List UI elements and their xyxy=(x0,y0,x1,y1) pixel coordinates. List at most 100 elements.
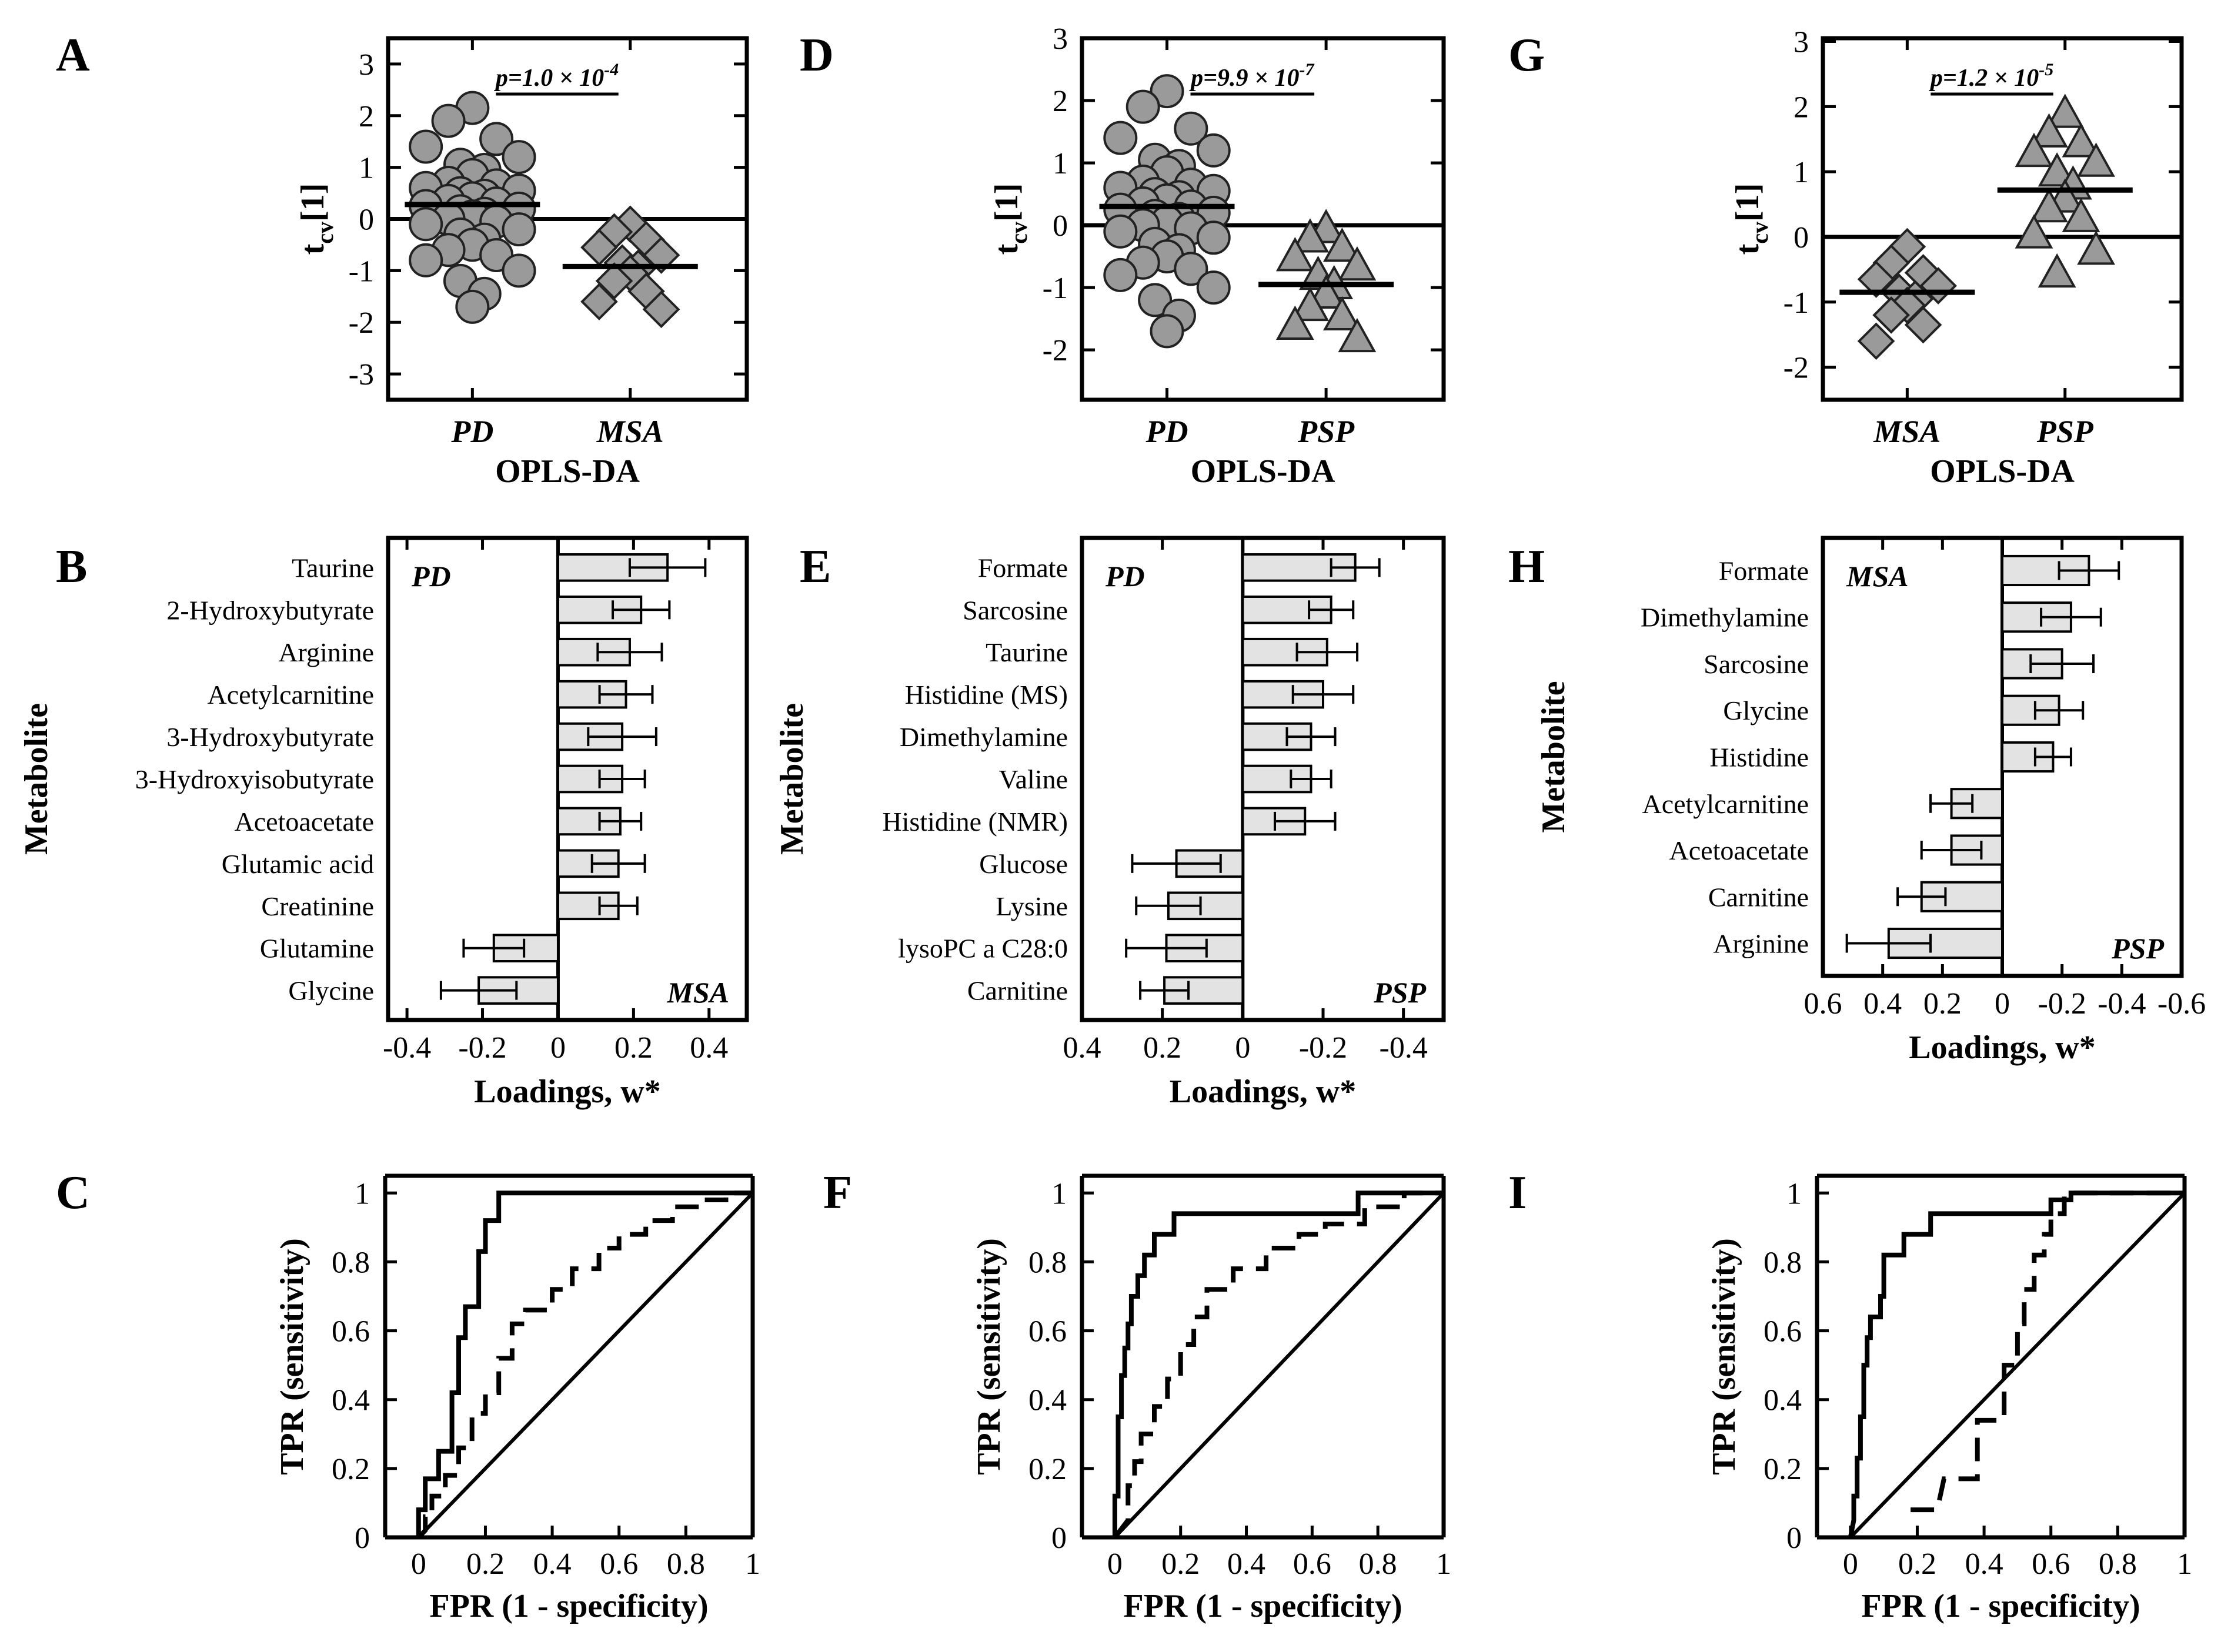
data-point-diamond xyxy=(1857,260,1895,298)
roc-curve-solid xyxy=(1112,1190,1444,1537)
data-point-diamond xyxy=(580,283,618,320)
y-tick-label: 0.8 xyxy=(1764,1246,1802,1279)
p-value: p=1.0 × 10-4 xyxy=(494,60,619,92)
y-tick-label: 0.8 xyxy=(332,1246,370,1279)
data-point-circle xyxy=(502,212,536,247)
y-title-main: t xyxy=(1729,243,1766,255)
data-point-circle xyxy=(1138,283,1173,317)
x-axis-title: FPR (1 - specificity) xyxy=(429,1588,708,1624)
panel-letter-g: G xyxy=(1508,29,1545,81)
metabolite-label: Glycine xyxy=(1723,695,1809,725)
x-tick-label: 0.6 xyxy=(1804,987,1842,1021)
y-axis-title: Metabolite xyxy=(1535,681,1572,832)
panel-letter-a: A xyxy=(56,29,90,81)
data-point-triangle xyxy=(1275,237,1314,272)
data-point-circle xyxy=(409,129,443,164)
data-point-circle xyxy=(1196,220,1231,255)
data-point-diamond xyxy=(1857,322,1895,360)
data-point-triangle xyxy=(2062,123,2100,158)
metabolite-label: Sarcosine xyxy=(963,595,1068,625)
scatter-panel-a: -3 -2 -1 0 1 2 3 PD MSA OPLS-DA tcv[1] p=1.0 × 10-4 xyxy=(295,36,749,490)
metabolite-label: Histidine (NMR) xyxy=(882,807,1068,837)
y-tick-label: -2 xyxy=(1043,334,1068,367)
data-point-circle xyxy=(502,253,536,288)
y-title-sub: cv xyxy=(1006,222,1032,244)
y-axis-title: Metabolite xyxy=(774,703,810,855)
y-tick-label: 0.8 xyxy=(1028,1246,1067,1279)
metabolite-label: Glucose xyxy=(979,849,1068,879)
roc-curve-solid xyxy=(416,1190,753,1537)
metabolite-label: Taurine xyxy=(986,637,1068,667)
metabolite-label: 2-Hydroxybutyrate xyxy=(166,595,374,625)
x-tick-label: 0.2 xyxy=(1143,1031,1181,1065)
x-tick-label: 0.2 xyxy=(1923,987,1962,1021)
y-tick-label: -3 xyxy=(349,358,374,392)
metabolite-label: Histidine xyxy=(1709,743,1809,773)
y-title-sub: cv xyxy=(312,222,338,244)
data-point-triangle xyxy=(1307,274,1345,309)
metabolite-label: Creatinine xyxy=(261,891,374,921)
panel-letter-c: C xyxy=(56,1167,90,1219)
y-tick-label: 3 xyxy=(1053,22,1068,56)
x-tick-label: 0.6 xyxy=(1293,1547,1331,1581)
data-point-triangle xyxy=(2077,230,2115,265)
x-tick-label: 0.8 xyxy=(667,1547,705,1581)
metabolite-label: Acetoacetate xyxy=(235,807,374,837)
plot-frame xyxy=(386,536,749,1022)
roc-curve-chance xyxy=(417,1192,754,1539)
x-axis-title: FPR (1 - specificity) xyxy=(1123,1588,1402,1624)
data-point-circle xyxy=(1174,252,1208,286)
metabolite-label: Sarcosine xyxy=(1704,649,1809,679)
p-value-text: p=9.9 × 10 xyxy=(1189,65,1299,92)
x-tick-label: 1 xyxy=(1436,1547,1451,1581)
metabolite-label: Acetylcarnitine xyxy=(1642,789,1809,819)
x-tick-label: -0.4 xyxy=(1380,1031,1428,1065)
data-point-circle xyxy=(1196,270,1231,305)
y-axis-title: TPR (sensitivity) xyxy=(274,1238,310,1475)
data-point-circle xyxy=(409,207,443,242)
data-point-circle xyxy=(1103,121,1138,155)
roc-panel-c: 0 0.2 0.4 0.6 0.8 1 0 0.2 0.4 0.6 0.8 1 FPR (1 - spe… xyxy=(274,1173,760,1624)
y-tick-label: 3 xyxy=(359,48,374,82)
y-tick-label: -1 xyxy=(1043,272,1068,305)
roc-panel-i: 0 0.2 0.4 0.6 0.8 1 0 0.2 0.4 0.6 0.8 1 FPR (1 - spe… xyxy=(1706,1173,2192,1624)
data-point-diamond xyxy=(642,290,680,329)
metabolite-label: 3-Hydroxybutyrate xyxy=(166,722,374,752)
p-value: p=9.9 × 10-7 xyxy=(1189,60,1314,92)
roc-curve-dashed xyxy=(1113,1190,1444,1539)
x-tick-label: 0 xyxy=(1995,987,2010,1021)
x-axis-title: Loadings, w* xyxy=(1909,1029,2095,1066)
x-tick-label: 1 xyxy=(2177,1547,2192,1581)
x-axis-title: FPR (1 - specificity) xyxy=(1861,1588,2140,1624)
y-tick-label: -1 xyxy=(349,255,374,288)
y-tick-label: 0.4 xyxy=(1764,1384,1802,1417)
plot-frame xyxy=(1821,36,2184,402)
roc-curve-dashed xyxy=(1911,1190,2185,1513)
y-title-main: t xyxy=(295,243,331,255)
x-tick-label: 0.4 xyxy=(690,1031,728,1065)
x-tick-label: -0.4 xyxy=(383,1031,431,1065)
y-tick-label: 2 xyxy=(1794,91,1809,124)
panel-letter-b: B xyxy=(56,541,87,593)
y-tick-label: 1 xyxy=(1051,1177,1067,1210)
y-title-suffix: [1] xyxy=(1729,183,1766,222)
group-label-top: MSA xyxy=(1846,560,1909,593)
data-point-triangle xyxy=(2046,93,2085,128)
x-axis-title: OPLS-DA xyxy=(1191,453,1335,490)
y-title-sub: cv xyxy=(1746,222,1773,244)
metabolite-label: Acetylcarnitine xyxy=(207,680,374,710)
y-axis-title: Metabolite xyxy=(18,703,55,855)
data-point-triangle xyxy=(2015,214,2053,249)
plot-frame xyxy=(1080,536,1446,1022)
metabolite-label: Formate xyxy=(978,553,1068,583)
y-tick-label: 0.2 xyxy=(332,1453,370,1486)
x-tick-label: 0.4 xyxy=(1965,1547,2003,1581)
y-tick-label: 3 xyxy=(1794,26,1809,59)
x-tick-label: 0 xyxy=(550,1031,566,1065)
group-label-bottom: MSA xyxy=(666,976,729,1009)
y-tick-label: 0.6 xyxy=(1028,1315,1067,1349)
y-tick-label: 0 xyxy=(359,203,374,237)
y-tick-label: 0.6 xyxy=(1764,1315,1802,1349)
metabolite-label: Arginine xyxy=(278,637,374,667)
loading-bar xyxy=(1241,764,1312,794)
